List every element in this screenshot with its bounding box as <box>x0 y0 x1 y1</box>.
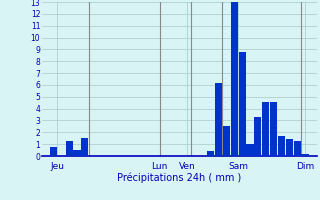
Bar <box>278 136 285 156</box>
Bar <box>246 144 253 156</box>
Bar <box>301 154 308 156</box>
Bar <box>254 117 261 156</box>
X-axis label: Précipitations 24h ( mm ): Précipitations 24h ( mm ) <box>117 173 241 183</box>
Bar <box>262 102 269 156</box>
Bar <box>270 102 277 156</box>
Bar <box>50 147 57 156</box>
Bar <box>239 52 246 156</box>
Bar <box>231 2 238 156</box>
Bar <box>286 139 293 156</box>
Bar <box>223 126 230 156</box>
Bar <box>207 151 214 156</box>
Bar <box>294 141 301 156</box>
Bar <box>215 83 222 156</box>
Bar <box>81 138 88 156</box>
Bar <box>74 150 81 156</box>
Bar <box>66 141 73 156</box>
